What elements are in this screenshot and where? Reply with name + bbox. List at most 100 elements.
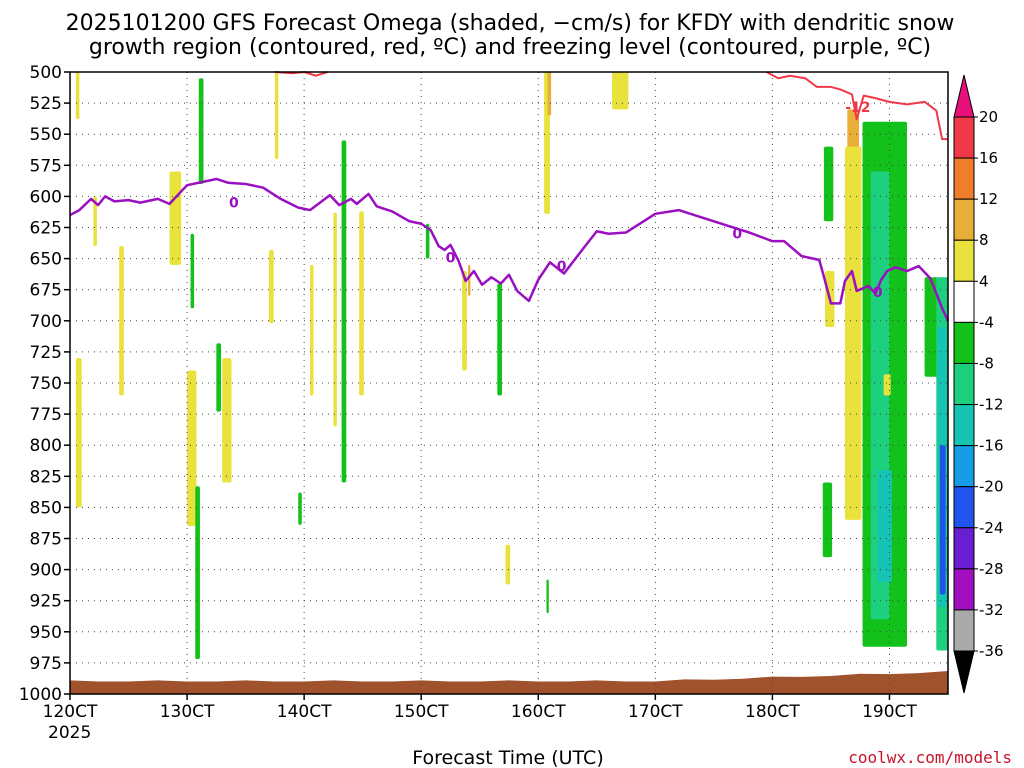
omega-region-4 [169, 171, 182, 265]
x-tick-label-180CT: 180CT [745, 702, 800, 722]
omega-region-31 [844, 146, 862, 520]
y-tick-label-575: 575 [30, 156, 62, 176]
colorbar-label-13: -36 [979, 642, 1004, 660]
omega-region-24 [547, 72, 552, 116]
colorbar-label-8: -16 [979, 437, 1004, 455]
omega-region-6 [190, 233, 195, 309]
y-tick-label-600: 600 [30, 187, 62, 207]
colorbar-box-5 [953, 321, 975, 364]
omega-region-22 [505, 544, 511, 585]
terrain-strip [70, 670, 948, 694]
omega-region-12 [274, 72, 279, 160]
y-tick-label-550: 550 [30, 125, 62, 145]
omega-region-18 [425, 223, 430, 259]
omega-region-27 [823, 146, 834, 222]
omega-region-14 [333, 212, 337, 427]
dendritic-contour [766, 71, 948, 141]
x-tick-label-140CT: 140CT [277, 702, 332, 722]
colorbar-box-1 [953, 157, 975, 200]
colorbar-label-10: -24 [979, 519, 1004, 537]
omega-region-35 [895, 358, 908, 471]
x-tick-label-160CT: 160CT [511, 702, 566, 722]
colorbar: 20 16 12 8 4 -4 -8 -12 -16 -20 -24 -28 -32 -36 [953, 74, 1004, 694]
dgz-label: -12 [845, 100, 870, 116]
colorbar-label-5: -4 [979, 313, 994, 331]
omega-region-3 [75, 358, 82, 508]
omega-region-21 [497, 283, 502, 396]
y-tick-label-700: 700 [30, 312, 62, 332]
freezing-level-label-4: 0 [873, 285, 883, 301]
x-axis-label: Forecast Time (UTC) [412, 747, 603, 768]
chart-title-line2: growth region (contoured, red, ºC) and f… [89, 35, 931, 60]
colorbar-box-4 [953, 280, 975, 323]
y-tick-label-1000: 1000 [19, 685, 62, 705]
y-tick-label-625: 625 [30, 219, 62, 239]
colorbar-label-6: -8 [979, 354, 994, 372]
omega-region-17 [298, 492, 302, 525]
omega-region-5 [187, 370, 197, 527]
colorbar-label-12: -32 [979, 601, 1004, 619]
x-axis-year: 2025 [48, 723, 91, 743]
y-tick-label-525: 525 [30, 94, 62, 114]
colorbar-label-3: 8 [979, 231, 989, 249]
omega-region-16 [359, 211, 364, 396]
colorbar-box-11 [953, 568, 975, 611]
colorbar-label-4: 4 [979, 272, 989, 290]
omega-region-7 [195, 486, 200, 660]
colorbar-label-0: 20 [979, 108, 998, 126]
omega-region-13 [309, 264, 314, 396]
omega-region-29 [822, 482, 833, 558]
y-tick-label-950: 950 [30, 623, 62, 643]
colorbar-box-0 [953, 116, 975, 159]
colorbar-box-3 [953, 239, 975, 282]
y-tick-label-750: 750 [30, 374, 62, 394]
omega-region-20 [468, 264, 471, 296]
colorbar-box-2 [953, 198, 975, 241]
y-tick-label-900: 900 [30, 561, 62, 581]
omega-region-26 [546, 579, 549, 614]
y-tick-label-875: 875 [30, 530, 62, 550]
y-tick-label-800: 800 [30, 436, 62, 456]
freezing-level-label-0: 0 [229, 196, 239, 212]
colorbar-box-9 [953, 486, 975, 529]
y-tick-label-925: 925 [30, 592, 62, 612]
freezing-level-label-3: 0 [732, 227, 742, 243]
colorbar-label-7: -12 [979, 396, 1004, 414]
y-tick-label-850: 850 [30, 498, 62, 518]
colorbar-top-arrow [953, 74, 975, 118]
x-tick-label-130CT: 130CT [160, 702, 215, 722]
y-tick-label-825: 825 [30, 467, 62, 487]
omega-region-9 [216, 343, 222, 412]
y-tick-label-675: 675 [30, 281, 62, 301]
colorbar-box-12 [953, 609, 975, 652]
chart-title-line1: 2025101200 GFS Forecast Omega (shaded, −… [66, 11, 955, 36]
colorbar-label-11: -28 [979, 560, 1004, 578]
freezing-level-label-2: 0 [557, 259, 567, 275]
colorbar-box-10 [953, 527, 975, 570]
y-tick-label-775: 775 [30, 405, 62, 425]
colorbar-box-7 [953, 404, 975, 447]
colorbar-bottom-arrow [953, 650, 975, 694]
x-tick-label-120CT: 120CT [43, 702, 98, 722]
omega-region-8 [198, 78, 204, 184]
colorbar-label-9: -20 [979, 478, 1004, 496]
omega-region-11 [269, 249, 274, 324]
x-tick-label-190CT: 190CT [862, 702, 917, 722]
omega-region-34 [877, 470, 892, 583]
omega-region-19 [462, 271, 467, 371]
omega-region-40 [939, 445, 946, 595]
omega-region-0 [75, 72, 80, 120]
x-tick-label-150CT: 150CT [394, 702, 449, 722]
omega-region-10 [222, 358, 232, 483]
freezing-level-label-1: 0 [446, 250, 456, 266]
omega-region-25 [612, 72, 629, 110]
y-tick-label-725: 725 [30, 343, 62, 363]
colorbar-label-1: 16 [979, 149, 998, 167]
y-tick-label-500: 500 [30, 63, 62, 83]
y-tick-label-975: 975 [30, 654, 62, 674]
plot-area: 0 0 0 0 0 -12 500 525 550 575 600 625 650 675 700 725 75… [19, 63, 950, 722]
omega-region-1 [93, 196, 97, 247]
colorbar-box-8 [953, 445, 975, 488]
omega-region-15 [341, 140, 347, 483]
